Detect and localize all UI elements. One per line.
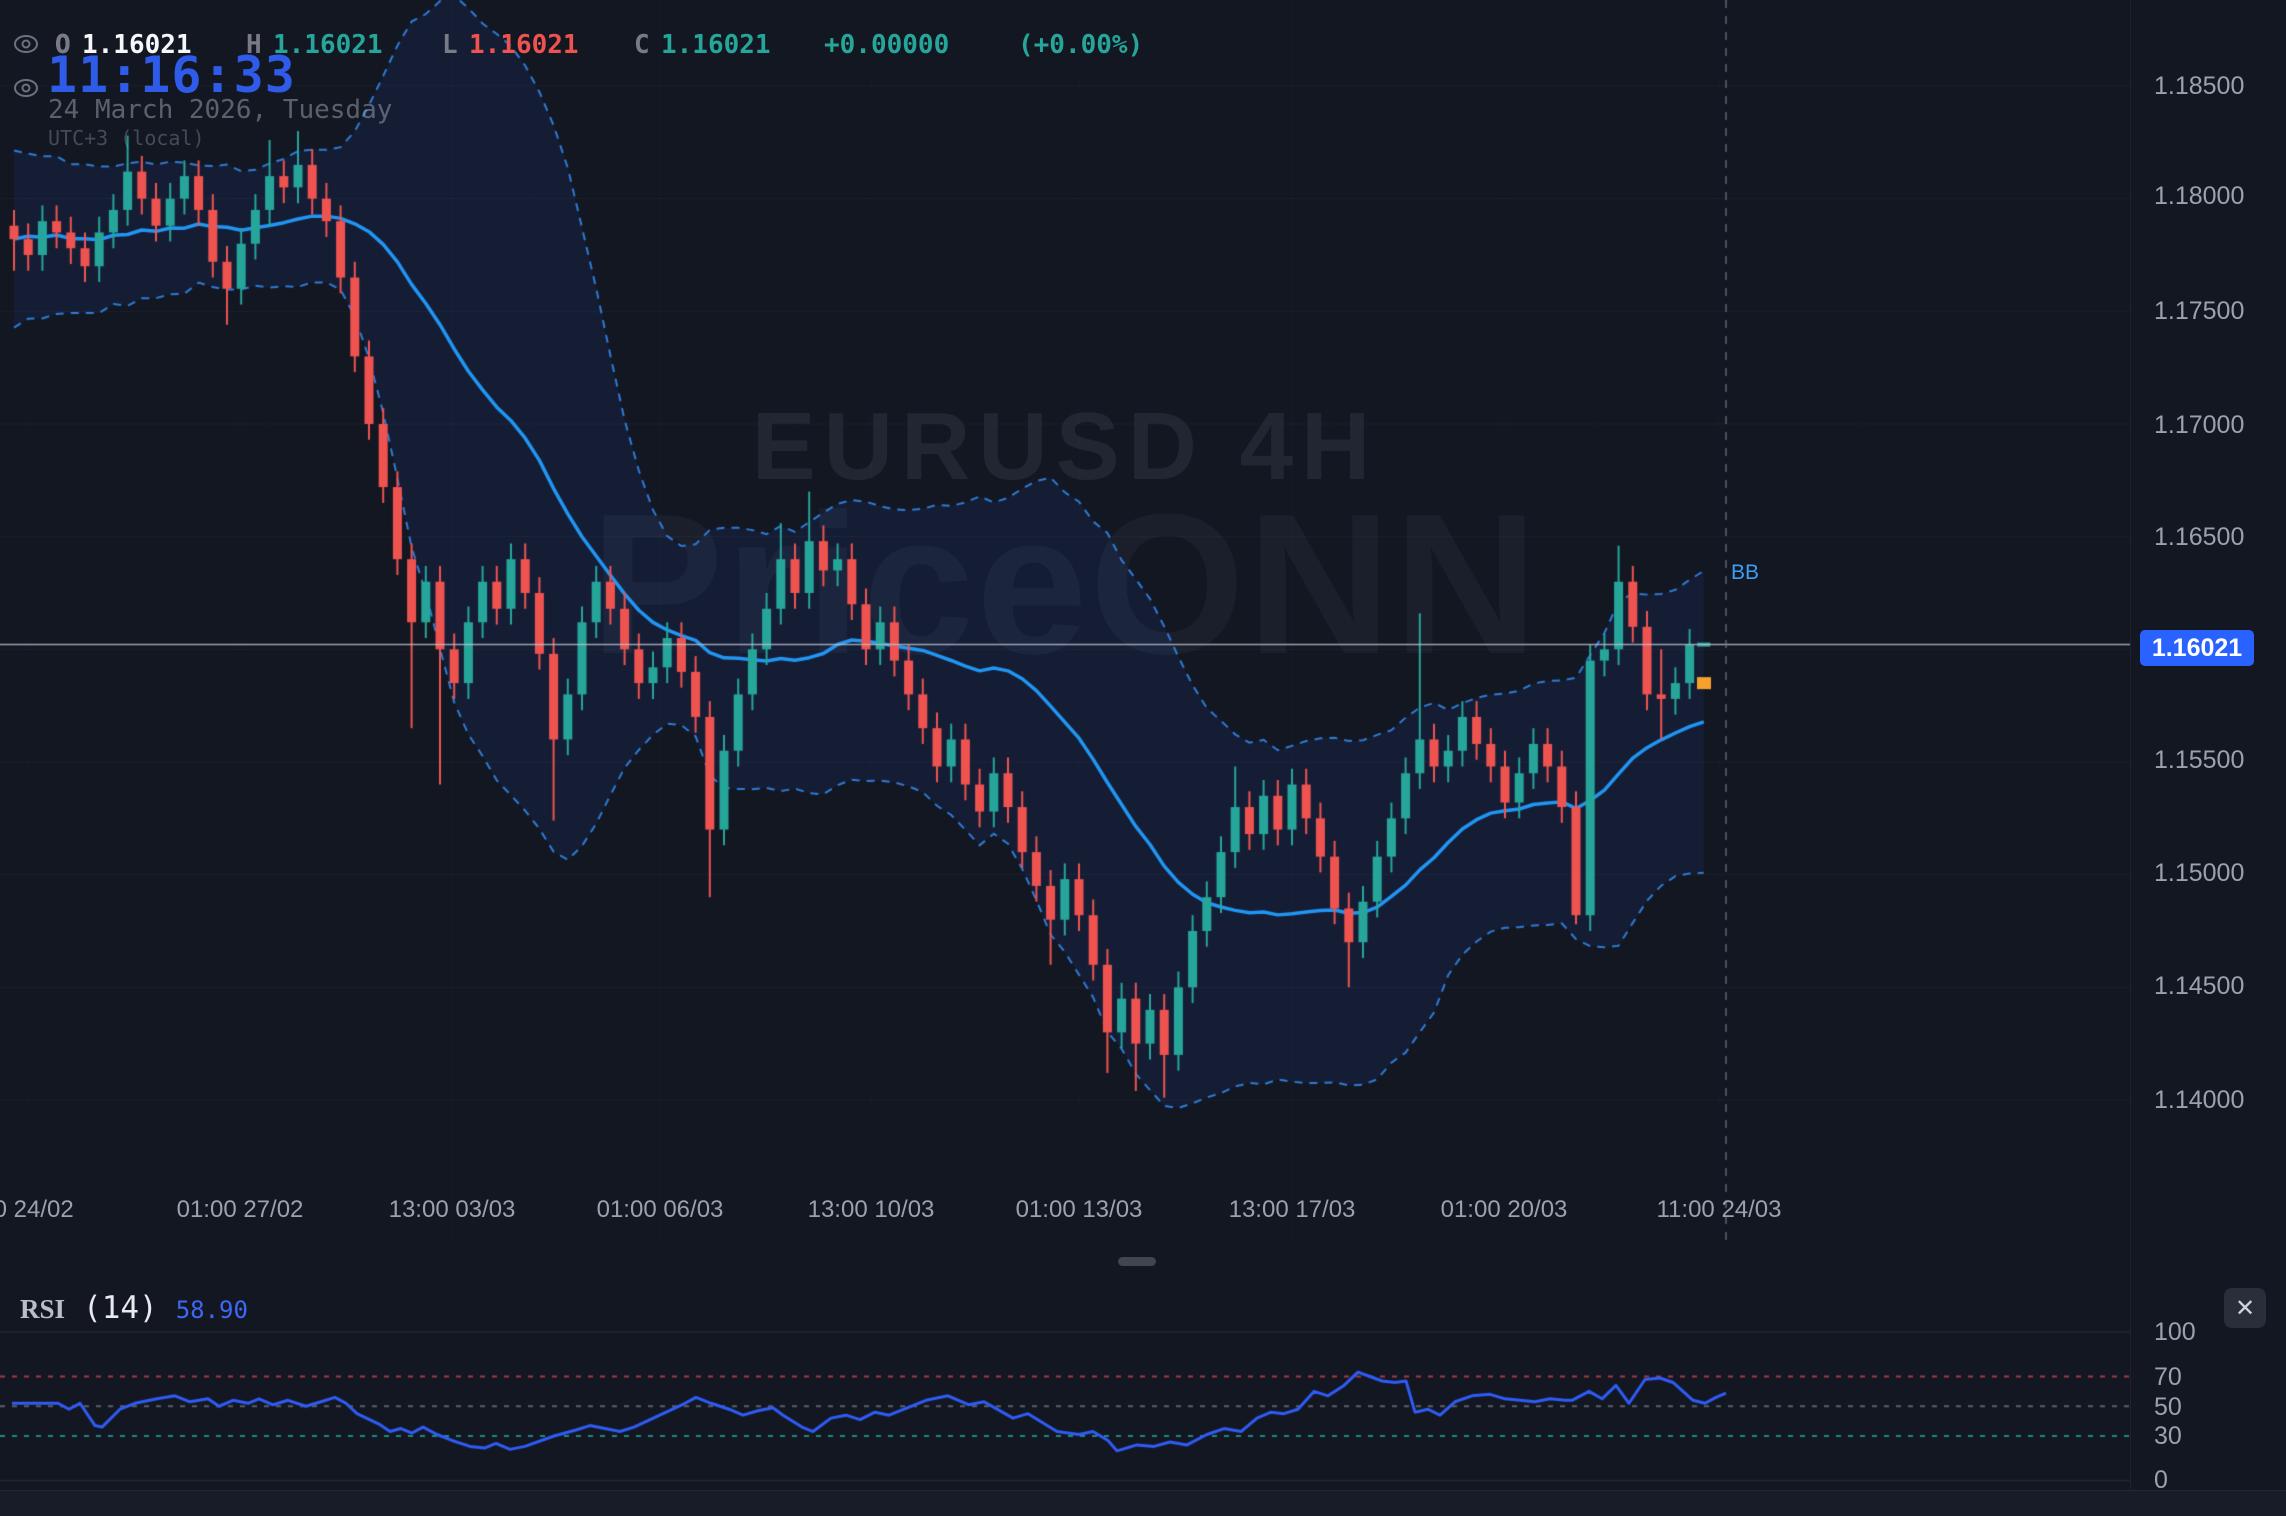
rsi-header: RSI (14) 58.90 [20,1290,248,1326]
price-axis-label: 1.15500 [2154,746,2245,774]
bottom-toolbar [0,1490,2286,1516]
time-axis-label: 11:00 24/03 [1656,1196,1782,1223]
high-label: H [246,30,262,60]
open-label: O [55,30,71,60]
visibility-eye-icon[interactable] [13,77,39,99]
price-axis-label: 1.17500 [2154,297,2245,325]
time-axis-label: 01:00 13/03 [1015,1196,1143,1223]
last-price-badge: 1.16021 [2140,630,2254,666]
clock-date: 24 March 2026, Tuesday [48,95,393,125]
price-axis-label: 1.15000 [2154,859,2245,887]
close-label: C [634,30,650,60]
clock-timezone: UTC+3 (local) [48,126,205,150]
price-axis-label: 1.14500 [2154,972,2245,1000]
rsi-period: (14) [83,1290,158,1326]
time-axis-label: 13:00 10/03 [807,1196,935,1223]
low-label: L [442,30,458,60]
time-axis-label: 13:00 03/03 [388,1196,516,1223]
rsi-value: 58.90 [175,1296,248,1324]
close-value: 1.16021 [661,30,771,60]
price-axis-label: 1.16500 [2154,523,2245,551]
rsi-axis-label: 70 [2154,1363,2182,1391]
low-value: 1.16021 [469,30,579,60]
time-axis-label: 01:00 06/03 [596,1196,724,1223]
axis-border [2130,0,2131,1490]
high-value: 1.16021 [273,30,383,60]
clock-time: 11:16:33 [47,46,296,104]
rsi-title: RSI [20,1294,66,1324]
time-axis-label: 13:00 17/03 [1228,1196,1356,1223]
price-axis-label: 1.18500 [2154,72,2245,100]
time-axis-label: 01:00 20/03 [1440,1196,1568,1223]
rsi-axis-label: 50 [2154,1393,2182,1421]
price-axis-label: 1.14000 [2154,1086,2245,1114]
open-value: 1.16021 [82,30,192,60]
rsi-axis-label: 30 [2154,1422,2182,1450]
close-icon: ✕ [2234,1294,2256,1322]
rsi-axis-label: 100 [2154,1318,2196,1346]
time-axis-label: 01:00 27/02 [176,1196,304,1223]
price-axis-label: 1.18000 [2154,182,2245,210]
visibility-eye-icon[interactable] [13,33,39,55]
change-absolute: +0.00000 [824,30,950,60]
rsi-close-button[interactable]: ✕ [2224,1288,2266,1328]
bollinger-band-label: BB [1731,561,1760,584]
pane-resize-handle[interactable] [1118,1257,1156,1266]
price-axis-label: 1.17000 [2154,411,2245,439]
rsi-axis-label: 0 [2154,1466,2168,1494]
time-axis-label: 00 24/02 [0,1196,74,1223]
change-percent: (+0.00%) [1018,30,1144,60]
open-label: O [55,30,71,60]
